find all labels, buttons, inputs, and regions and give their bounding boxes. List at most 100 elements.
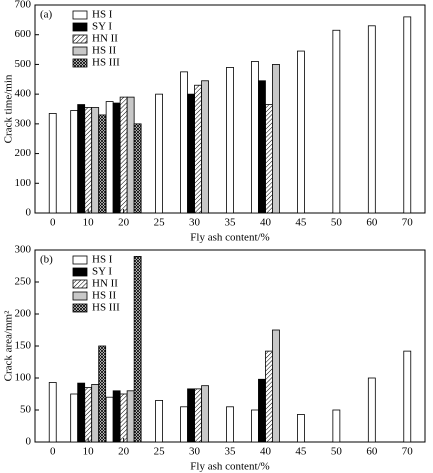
legend-label: HS III: [92, 57, 120, 69]
bar: [70, 393, 79, 443]
x-tick-label: 30: [189, 217, 201, 229]
bar: [258, 378, 266, 443]
bar: [194, 84, 202, 214]
legend-swatch: [72, 46, 88, 56]
y-tick-label: 0: [26, 207, 32, 219]
y-tick-label: 300: [15, 117, 32, 129]
bar: [77, 382, 86, 443]
y-tick-label: 150: [15, 340, 32, 352]
bar: [201, 385, 209, 443]
legend-label: HN II: [92, 33, 118, 45]
legend-swatch: [72, 58, 88, 68]
x-tick-label: 40: [260, 217, 272, 229]
bar: [105, 101, 114, 214]
bar: [265, 104, 273, 214]
bar: [272, 64, 280, 214]
bar: [297, 50, 305, 214]
bar: [112, 390, 121, 443]
x-tick-label: 50: [331, 446, 343, 458]
legend-label: SY I: [92, 21, 112, 33]
y-tick-label: 50: [20, 404, 32, 416]
bar: [201, 80, 209, 214]
x-tick-label: 0: [50, 217, 56, 229]
bar: [98, 345, 107, 443]
legend-label: HS I: [92, 254, 113, 266]
x-axis-label: Fly ash content/%: [190, 461, 269, 473]
bar: [155, 93, 163, 214]
bar: [403, 350, 412, 443]
x-tick-label: 35: [225, 217, 237, 229]
bar: [98, 114, 107, 214]
bar: [133, 255, 142, 443]
x-tick-label: 45: [295, 446, 307, 458]
x-tick-label: 60: [366, 446, 378, 458]
x-tick-label: 10: [83, 217, 95, 229]
bar: [187, 388, 195, 443]
bar: [403, 16, 412, 214]
x-tick-label: 40: [260, 446, 272, 458]
legend-swatch: [72, 255, 88, 265]
x-tick-label: 70: [402, 446, 414, 458]
bar: [251, 61, 259, 214]
legend-label: HN II: [92, 278, 118, 290]
bar: [180, 71, 188, 214]
bar: [367, 25, 376, 214]
legend-label: HS II: [92, 290, 116, 302]
y-tick-label: 500: [15, 58, 32, 70]
y-tick-label: 600: [15, 28, 32, 40]
legend-swatch: [72, 267, 88, 277]
x-axis-label: Fly ash content/%: [190, 232, 269, 244]
bar: [84, 387, 93, 443]
x-tick-label: 30: [189, 446, 201, 458]
legend-label: HS I: [92, 9, 113, 21]
bar: [126, 390, 135, 443]
x-tick-label: 10: [83, 446, 95, 458]
x-tick-label: 25: [154, 446, 166, 458]
legend-swatch: [72, 291, 88, 301]
bar: [297, 414, 305, 443]
bar: [105, 396, 114, 443]
y-tick-label: 300: [15, 244, 32, 256]
bar: [272, 329, 280, 443]
y-tick-label: 0: [26, 436, 32, 448]
y-axis-label: Crack area/mm²: [3, 310, 15, 381]
bar: [70, 110, 79, 214]
bar: [48, 382, 57, 443]
legend-swatch: [72, 303, 88, 313]
bar: [48, 113, 57, 214]
y-tick-label: 700: [15, 0, 32, 11]
bar: [84, 107, 93, 214]
x-tick-label: 20: [118, 446, 130, 458]
bar: [91, 107, 100, 214]
y-tick-label: 400: [15, 88, 32, 100]
y-tick-label: 100: [15, 372, 32, 384]
bar: [126, 96, 135, 214]
panel-label: (a): [40, 9, 53, 21]
legend-label: SY I: [92, 266, 112, 278]
bar: [226, 67, 234, 214]
x-tick-label: 25: [154, 217, 166, 229]
bar: [187, 93, 195, 214]
bar: [119, 393, 128, 443]
y-tick-label: 200: [15, 147, 32, 159]
bar: [133, 123, 142, 214]
bar: [265, 350, 273, 443]
y-tick-label: 200: [15, 308, 32, 320]
x-tick-label: 35: [225, 446, 237, 458]
legend-swatch: [72, 34, 88, 44]
bar: [180, 406, 188, 443]
bar: [258, 80, 266, 214]
x-tick-label: 45: [295, 217, 307, 229]
bar: [77, 104, 86, 214]
bar: [194, 388, 202, 443]
y-tick-label: 100: [15, 177, 32, 189]
bar: [112, 102, 121, 214]
legend-swatch: [72, 22, 88, 32]
bar: [155, 399, 163, 443]
x-tick-label: 70: [402, 217, 414, 229]
legend-swatch: [72, 279, 88, 289]
x-tick-label: 20: [118, 217, 130, 229]
bar: [332, 409, 341, 443]
bar: [226, 406, 234, 443]
y-axis-label: Crack time/min: [3, 74, 15, 143]
